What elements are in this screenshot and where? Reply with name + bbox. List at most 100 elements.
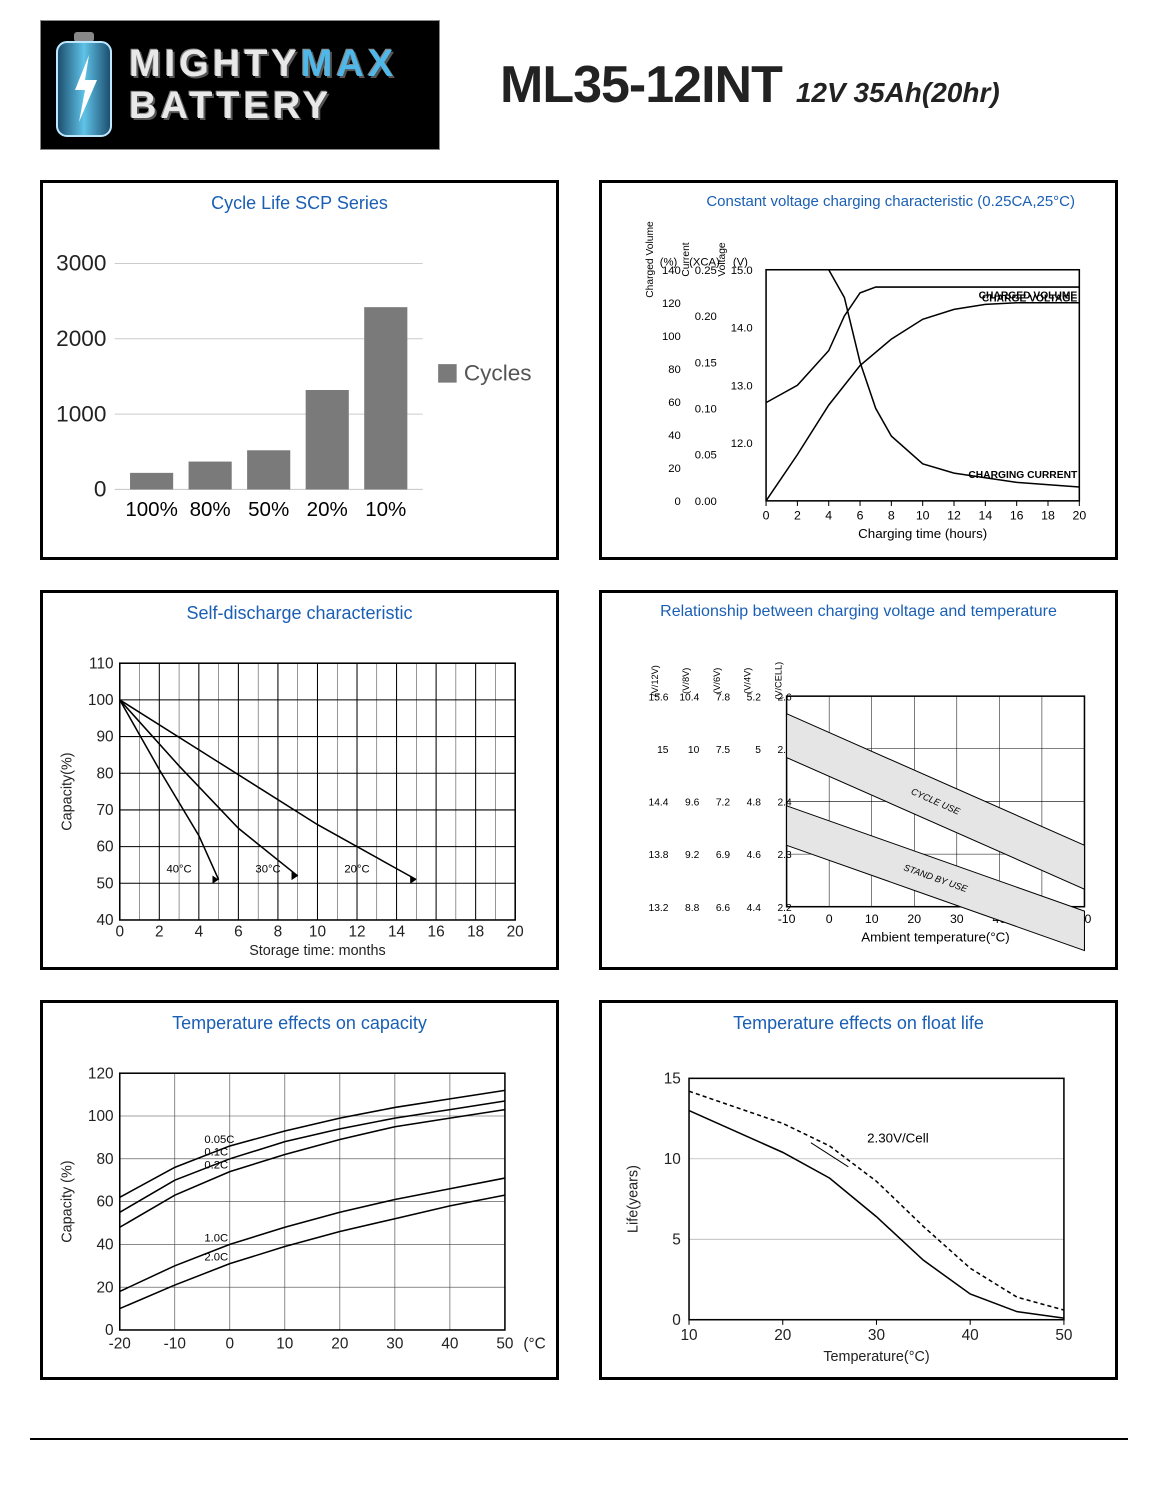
svg-text:20: 20 [96, 1279, 113, 1296]
svg-text:6.6: 6.6 [716, 903, 731, 914]
svg-text:Charged Volume: Charged Volume [645, 221, 656, 298]
svg-text:14.4: 14.4 [649, 798, 669, 809]
svg-text:110: 110 [89, 655, 114, 672]
svg-text:Ambient temperature(°C): Ambient temperature(°C) [861, 930, 1009, 945]
chart-title: Relationship between charging voltage an… [612, 603, 1105, 621]
svg-text:5.2: 5.2 [747, 692, 762, 703]
cycle-life-chart: 0100020003000100%80%50%20%10%Cycles [53, 220, 546, 574]
svg-text:0: 0 [675, 496, 681, 508]
svg-text:14.0: 14.0 [731, 323, 753, 335]
logo-word-battery: BATTERY [129, 87, 431, 125]
svg-text:Capacity (%): Capacity (%) [59, 1160, 75, 1242]
svg-text:10: 10 [664, 1151, 681, 1168]
svg-text:120: 120 [662, 298, 681, 310]
svg-text:40°C: 40°C [166, 863, 191, 875]
svg-text:2.30V/Cell: 2.30V/Cell [867, 1131, 929, 1146]
svg-text:20: 20 [907, 912, 921, 926]
svg-text:40: 40 [962, 1327, 979, 1344]
svg-text:10%: 10% [365, 498, 406, 521]
svg-text:14: 14 [978, 508, 992, 522]
svg-text:13.2: 13.2 [649, 903, 669, 914]
svg-text:2: 2 [155, 923, 164, 940]
svg-text:4: 4 [825, 508, 832, 522]
svg-text:18: 18 [1041, 508, 1055, 522]
svg-text:0.2C: 0.2C [204, 1160, 228, 1172]
svg-text:-10: -10 [164, 1335, 186, 1352]
svg-text:80: 80 [96, 1151, 113, 1168]
svg-text:50: 50 [496, 1335, 513, 1352]
svg-text:3000: 3000 [56, 251, 106, 276]
svg-text:5: 5 [672, 1231, 681, 1248]
svg-text:0: 0 [672, 1312, 681, 1329]
svg-text:(V/8V): (V/8V) [681, 668, 691, 694]
svg-text:6: 6 [857, 508, 864, 522]
svg-text:50: 50 [1055, 1327, 1072, 1344]
svg-text:9.2: 9.2 [685, 850, 700, 861]
svg-text:Cycles: Cycles [464, 361, 532, 386]
svg-text:10.4: 10.4 [679, 692, 699, 703]
svg-text:0.05: 0.05 [695, 450, 717, 462]
svg-text:0.00: 0.00 [695, 496, 717, 508]
svg-text:0.05C: 0.05C [204, 1134, 234, 1146]
svg-text:0: 0 [115, 923, 124, 940]
svg-text:CHARGE VOLTAGE: CHARGE VOLTAGE [982, 293, 1078, 304]
svg-text:20: 20 [774, 1327, 791, 1344]
svg-text:10: 10 [688, 745, 700, 756]
svg-text:16: 16 [1010, 508, 1024, 522]
svg-text:4.8: 4.8 [747, 798, 762, 809]
svg-text:15.6: 15.6 [649, 692, 669, 703]
temp-capacity-chart: -20-10010203040500204060801001200.05C0.1… [53, 1040, 546, 1394]
product-heading: ML35-12INT 12V 35Ah(20hr) [500, 55, 1000, 115]
svg-text:7.2: 7.2 [716, 798, 731, 809]
svg-text:10: 10 [276, 1335, 293, 1352]
svg-text:100%: 100% [125, 498, 178, 521]
svg-text:80%: 80% [190, 498, 231, 521]
svg-text:18: 18 [467, 923, 484, 940]
svg-text:12: 12 [348, 923, 365, 940]
logo-word-mighty: MIGHTY [129, 43, 301, 85]
chart-title: Temperature effects on capacity [53, 1013, 546, 1034]
svg-text:0.25: 0.25 [695, 265, 717, 277]
panel-voltage-temp: Relationship between charging voltage an… [599, 590, 1118, 970]
svg-text:15: 15 [657, 745, 669, 756]
svg-text:100: 100 [88, 1108, 114, 1125]
svg-text:6.9: 6.9 [716, 850, 731, 861]
panel-cycle-life: Cycle Life SCP Series 0 1000 2000 3000 100% 8… [40, 180, 559, 560]
chart-title: Cycle Life SCP Series [53, 193, 546, 214]
svg-text:80: 80 [96, 765, 113, 782]
cv-charging-chart: Charged Volume(%)020406080100120140Curre… [612, 216, 1105, 570]
svg-text:80: 80 [668, 364, 681, 376]
header: MIGHTYMAX BATTERY ML35-12INT 12V 35Ah(20… [0, 0, 1158, 160]
svg-text:4: 4 [195, 923, 204, 940]
svg-text:Storage time: months: Storage time: months [249, 943, 385, 959]
svg-text:10: 10 [309, 923, 326, 940]
svg-text:4.6: 4.6 [747, 850, 762, 861]
svg-text:7.8: 7.8 [716, 692, 731, 703]
svg-text:120: 120 [88, 1065, 114, 1082]
svg-text:10: 10 [865, 912, 879, 926]
svg-text:6: 6 [234, 923, 243, 940]
chart-grid: Cycle Life SCP Series 0100020003000100%8… [0, 160, 1158, 1420]
svg-text:30°C: 30°C [255, 863, 280, 875]
svg-text:2.0C: 2.0C [204, 1252, 228, 1264]
svg-text:1000: 1000 [56, 401, 106, 426]
product-spec: 12V 35Ah(20hr) [796, 77, 1000, 109]
svg-text:20%: 20% [307, 498, 348, 521]
svg-text:13.8: 13.8 [649, 850, 669, 861]
svg-text:2000: 2000 [56, 326, 106, 351]
svg-text:0: 0 [94, 477, 107, 502]
svg-text:90: 90 [96, 729, 113, 746]
svg-text:30: 30 [950, 912, 964, 926]
svg-text:0.10: 0.10 [695, 404, 717, 416]
svg-text:CHARGING CURRENT: CHARGING CURRENT [968, 470, 1078, 481]
svg-text:20: 20 [331, 1335, 348, 1352]
battery-icon [49, 30, 119, 140]
svg-text:0: 0 [826, 912, 833, 926]
svg-text:60: 60 [668, 397, 681, 409]
svg-text:13.0: 13.0 [731, 380, 753, 392]
svg-text:8: 8 [888, 508, 895, 522]
svg-text:Voltage: Voltage [717, 242, 728, 277]
chart-title: Temperature effects on float life [612, 1013, 1105, 1034]
svg-text:12: 12 [947, 508, 961, 522]
svg-text:(V/4V): (V/4V) [743, 668, 753, 694]
